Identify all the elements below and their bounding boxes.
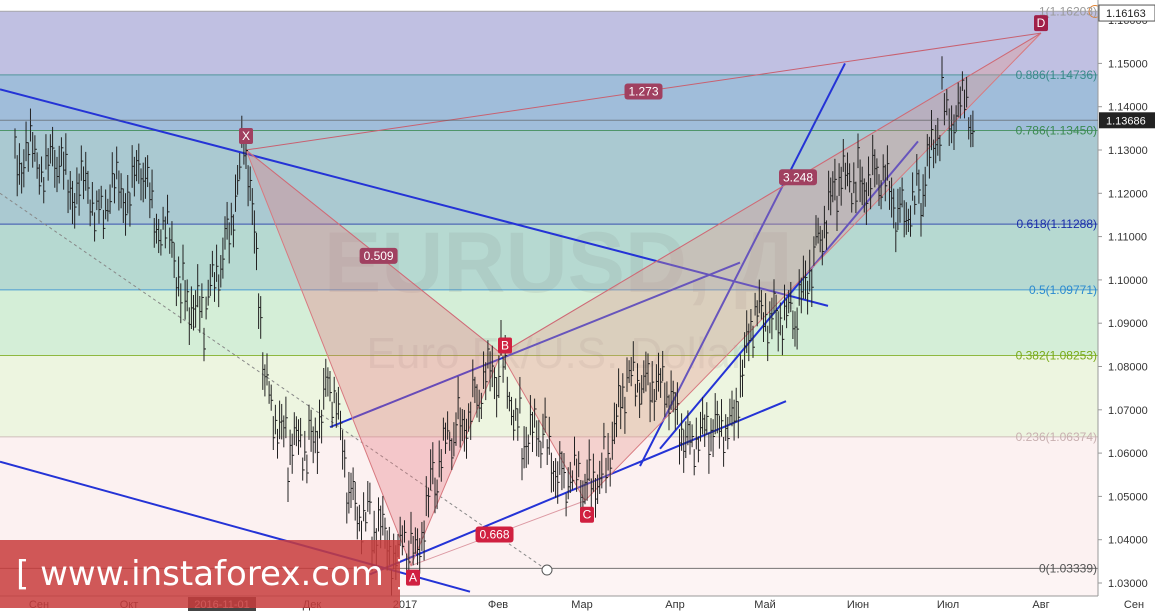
- pattern-point-badge: [580, 506, 594, 523]
- price-tick-label: 1.08000: [1108, 362, 1148, 374]
- symbol-watermark: EURUSD, Д: [324, 215, 796, 311]
- instaforex-watermark: [ www.instaforex.com ]: [0, 540, 400, 608]
- pattern-point-label: A: [409, 571, 417, 585]
- ratio-label: 0.668: [480, 528, 510, 542]
- pattern-point-badge: [498, 337, 512, 354]
- current-price-badge: [1099, 112, 1155, 129]
- ratio-badge: [624, 83, 663, 100]
- price-tick-label: 1.04000: [1108, 535, 1148, 547]
- fib-bands: [0, 10, 1098, 596]
- pattern-point-label: B: [501, 339, 509, 353]
- time-tick-label: Май: [754, 599, 776, 611]
- price-tick-label: 1.05000: [1108, 491, 1148, 503]
- price-tick-label: 1.11000: [1108, 232, 1147, 244]
- fib-level-label: 1(1.16203): [1039, 4, 1097, 18]
- time-tick-label: Авг: [1032, 599, 1049, 611]
- ratio-badge: [359, 247, 398, 264]
- trendline: [0, 88, 829, 307]
- price-tick-label: 1.06000: [1108, 448, 1148, 460]
- price-tick-label: 1.15000: [1108, 58, 1148, 70]
- fib-band: [0, 11, 1098, 75]
- price-tick-label: 1.12000: [1108, 188, 1148, 200]
- ratio-badge: [779, 169, 817, 186]
- fib-level-label: 0.5(1.09771): [1029, 283, 1097, 297]
- fib-level-label: 0.618(1.11288): [1016, 217, 1097, 231]
- price-tick-label: 1.09000: [1108, 318, 1148, 330]
- pattern-point-label: D: [1037, 16, 1046, 30]
- fib-level-label: 0.236(1.06374): [1016, 430, 1097, 444]
- price-tick-label: 1.10000: [1108, 275, 1148, 287]
- time-tick-label: Мар: [571, 599, 593, 611]
- time-tick-label: Июл: [937, 599, 959, 611]
- fib-level-label: 0(1.03339): [1039, 561, 1097, 575]
- fib-level-label: 0.786(1.13450): [1016, 124, 1097, 138]
- pattern-point-labels: X A B C D: [239, 15, 1048, 586]
- fib-level-label: 0.382(1.08253): [1016, 349, 1097, 363]
- price-axis-bg: [1098, 0, 1155, 614]
- fib-band: [0, 74, 1098, 131]
- time-tick-label: Апр: [665, 599, 684, 611]
- price-tick-label: 1.03000: [1108, 578, 1148, 590]
- top-price-label: 1.16163: [1106, 8, 1146, 20]
- pattern-point-badge: [406, 569, 420, 586]
- ratio-labels: 1.273 0.509 3.248 0.668: [359, 83, 817, 543]
- ratio-label: 0.509: [364, 249, 394, 263]
- fib-band: [0, 289, 1098, 356]
- current-price-label: 1.13686: [1106, 115, 1146, 127]
- background-watermark-text: EURUSD, ДEuro Fx/U.S. Dollar: [324, 215, 796, 378]
- top-price-badge: [1098, 4, 1155, 22]
- ratio-label: 1.273: [628, 85, 658, 99]
- fib-level-label: 0.886(1.14736): [1016, 68, 1097, 82]
- time-tick-label: Июн: [847, 599, 869, 611]
- price-tick-label: 1.13000: [1108, 145, 1148, 157]
- price-tick-label: 1.14000: [1108, 102, 1148, 114]
- ratio-badge: [475, 526, 514, 543]
- watermark-text: [ www.instaforex.com ]: [16, 554, 400, 594]
- guide-anchor: [541, 564, 553, 576]
- pattern-point-label: C: [583, 508, 592, 522]
- pattern-bd-line: [500, 32, 1042, 354]
- time-tick-label: Сен: [1124, 599, 1144, 611]
- fib-labels: 1(1.16203) 0.886(1.14736) 0.786(1.13450) 0.…: [1016, 4, 1097, 575]
- dashed-guide-line: [0, 192, 548, 571]
- pattern-point-badge: [239, 128, 253, 144]
- pattern-point-label: X: [242, 129, 250, 143]
- time-tick-label: Фев: [488, 599, 508, 611]
- trendline: [329, 261, 741, 429]
- price-tick-label: 1.07000: [1108, 405, 1148, 417]
- trendline: [639, 62, 846, 467]
- ratio-label: 3.248: [783, 170, 813, 184]
- pattern-point-badge: [1034, 15, 1048, 32]
